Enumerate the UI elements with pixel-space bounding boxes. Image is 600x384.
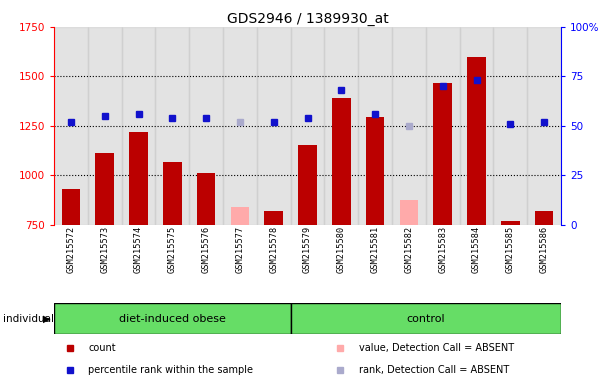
Bar (62, 189, 80, 225)
Text: GSM215581: GSM215581 (371, 226, 380, 273)
Text: GSM215572: GSM215572 (67, 226, 76, 273)
Bar (290, 303, 561, 334)
Bar (54, 303, 290, 334)
Text: GSM215576: GSM215576 (202, 226, 211, 273)
Bar (88, 27, 122, 225)
Text: GSM215573: GSM215573 (100, 226, 109, 273)
Bar (501, 221, 520, 225)
Bar (325, 27, 358, 225)
Bar (527, 27, 561, 225)
Text: GSM215584: GSM215584 (472, 226, 481, 273)
Text: GSM215582: GSM215582 (404, 226, 413, 273)
Text: percentile rank within the sample: percentile rank within the sample (89, 365, 254, 375)
Text: GSM215574: GSM215574 (134, 226, 143, 273)
Text: GSM215585: GSM215585 (506, 226, 515, 273)
Text: individual: individual (3, 314, 54, 324)
Bar (129, 132, 148, 225)
Bar (230, 207, 249, 225)
Text: GSM215583: GSM215583 (438, 226, 447, 273)
Text: value, Detection Call = ABSENT: value, Detection Call = ABSENT (359, 343, 514, 353)
Bar (433, 83, 452, 225)
Bar (358, 27, 392, 225)
Bar (460, 27, 493, 225)
Text: diet-induced obese: diet-induced obese (119, 314, 226, 324)
Bar (265, 211, 283, 225)
Bar (332, 98, 350, 225)
Text: GSM215575: GSM215575 (168, 226, 177, 273)
Text: count: count (89, 343, 116, 353)
Bar (493, 27, 527, 225)
Bar (95, 154, 114, 225)
Bar (223, 27, 257, 225)
Bar (257, 27, 290, 225)
Bar (392, 27, 426, 225)
Bar (54, 27, 88, 225)
Bar (400, 200, 418, 225)
Text: GSM215580: GSM215580 (337, 226, 346, 273)
Bar (155, 27, 189, 225)
Bar (426, 27, 460, 225)
Text: GSM215579: GSM215579 (303, 226, 312, 273)
Bar (197, 173, 215, 225)
Bar (189, 27, 223, 225)
Title: GDS2946 / 1389930_at: GDS2946 / 1389930_at (227, 12, 388, 26)
Text: ▶: ▶ (43, 314, 50, 324)
Bar (467, 56, 486, 225)
Text: GSM215577: GSM215577 (235, 226, 244, 273)
Bar (366, 117, 385, 225)
Text: GSM215578: GSM215578 (269, 226, 278, 273)
Bar (298, 144, 317, 225)
Bar (290, 27, 325, 225)
Text: control: control (406, 314, 445, 324)
Bar (163, 162, 182, 225)
Bar (535, 211, 553, 225)
Bar (122, 27, 155, 225)
Text: GSM215586: GSM215586 (539, 226, 548, 273)
Text: rank, Detection Call = ABSENT: rank, Detection Call = ABSENT (359, 365, 509, 375)
